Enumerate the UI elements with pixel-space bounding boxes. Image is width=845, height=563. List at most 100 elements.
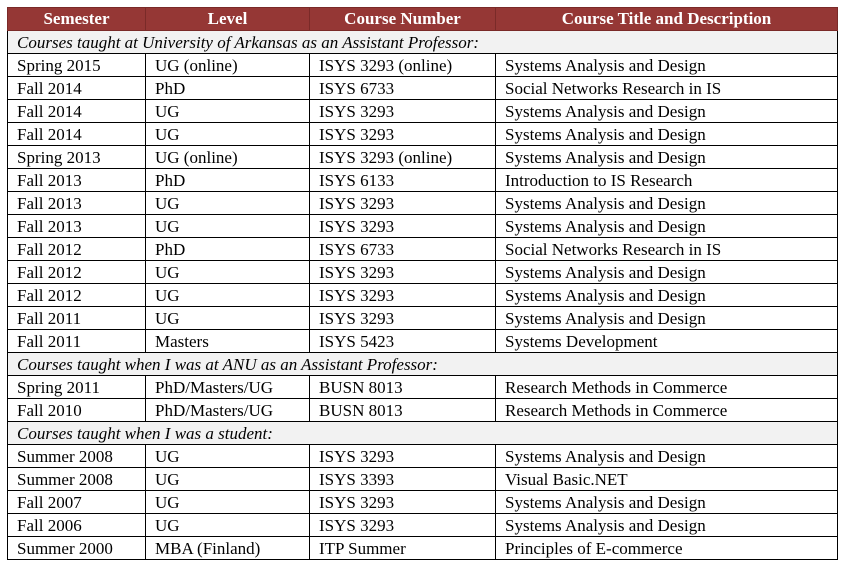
semester-cell: Spring 2011 <box>7 375 146 399</box>
table-row: Spring 2013 UG (online) ISYS 3293 (online)… <box>7 145 838 169</box>
semester-cell: Summer 2008 <box>7 444 146 468</box>
level-cell: PhD/Masters/UG <box>145 398 310 422</box>
level-cell: UG <box>145 490 310 514</box>
course-title-cell: Systems Analysis and Design <box>495 99 838 123</box>
table-row: Summer 2008 UG ISYS 3293 Systems Analysis a… <box>7 444 838 468</box>
semester-cell: Spring 2013 <box>7 145 146 169</box>
semester-cell: Fall 2013 <box>7 168 146 192</box>
semester-cell: Fall 2007 <box>7 490 146 514</box>
level-cell: UG (online) <box>145 53 310 77</box>
semester-cell: Fall 2013 <box>7 191 146 215</box>
level-cell: UG <box>145 306 310 330</box>
level-cell: UG (online) <box>145 145 310 169</box>
semester-cell: Fall 2012 <box>7 260 146 284</box>
course-title-cell: Introduction to IS Research <box>495 168 838 192</box>
table-row: Summer 2008 UG ISYS 3393 Visual Basic.NET <box>7 467 838 491</box>
course-title-cell: Systems Development <box>495 329 838 353</box>
semester-cell: Spring 2015 <box>7 53 146 77</box>
semester-cell: Fall 2014 <box>7 122 146 146</box>
level-cell: UG <box>145 122 310 146</box>
level-cell: PhD/Masters/UG <box>145 375 310 399</box>
course-number-cell: ISYS 3293 <box>309 283 496 307</box>
level-cell: PhD <box>145 237 310 261</box>
course-number-cell: ISYS 3293 (online) <box>309 53 496 77</box>
section-row: Courses taught at University of Arkansas… <box>7 30 838 54</box>
course-title-cell: Systems Analysis and Design <box>495 306 838 330</box>
course-number-cell: ITP Summer <box>309 536 496 560</box>
course-title-cell: Systems Analysis and Design <box>495 214 838 238</box>
table-row: Spring 2011 PhD/Masters/UG BUSN 8013 Resear… <box>7 375 838 399</box>
table-row: Fall 2012 UG ISYS 3293 Systems Analysis and… <box>7 260 838 284</box>
table-row: Fall 2007 UG ISYS 3293 Systems Analysis and… <box>7 490 838 514</box>
header-row: Semester Level Course Number Course Titl… <box>7 7 838 31</box>
table-row: Fall 2014 UG ISYS 3293 Systems Analysis and… <box>7 99 838 123</box>
course-number-cell: ISYS 5423 <box>309 329 496 353</box>
semester-cell: Fall 2013 <box>7 214 146 238</box>
course-title-cell: Systems Analysis and Design <box>495 122 838 146</box>
course-title-cell: Systems Analysis and Design <box>495 490 838 514</box>
table-row: Fall 2011 Masters ISYS 5423 Systems Develop… <box>7 329 838 353</box>
course-title-cell: Principles of E-commerce <box>495 536 838 560</box>
section-label: Courses taught when I was at ANU as an A… <box>7 352 838 376</box>
table-row: Summer 2000 MBA (Finland) ITP Summer Princi… <box>7 536 838 560</box>
table-body: Courses taught at University of Arkansas… <box>7 30 838 560</box>
course-number-cell: ISYS 3293 <box>309 490 496 514</box>
level-cell: MBA (Finland) <box>145 536 310 560</box>
courses-table: Semester Level Course Number Course Titl… <box>7 7 838 560</box>
course-number-cell: BUSN 8013 <box>309 375 496 399</box>
level-cell: UG <box>145 513 310 537</box>
table-header: Semester Level Course Number Course Titl… <box>7 7 838 31</box>
course-number-cell: ISYS 3293 <box>309 306 496 330</box>
course-number-cell: ISYS 6133 <box>309 168 496 192</box>
course-number-cell: ISYS 3293 <box>309 191 496 215</box>
semester-cell: Fall 2012 <box>7 283 146 307</box>
table-row: Fall 2013 UG ISYS 3293 Systems Analysis and… <box>7 191 838 215</box>
course-number-cell: BUSN 8013 <box>309 398 496 422</box>
semester-cell: Fall 2012 <box>7 237 146 261</box>
course-title-cell: Systems Analysis and Design <box>495 53 838 77</box>
table-row: Fall 2006 UG ISYS 3293 Systems Analysis and… <box>7 513 838 537</box>
level-cell: UG <box>145 283 310 307</box>
course-number-cell: ISYS 3293 <box>309 513 496 537</box>
course-title-cell: Systems Analysis and Design <box>495 191 838 215</box>
level-cell: UG <box>145 191 310 215</box>
level-cell: PhD <box>145 168 310 192</box>
level-cell: UG <box>145 467 310 491</box>
section-row: Courses taught when I was at ANU as an A… <box>7 352 838 376</box>
course-number-cell: ISYS 6733 <box>309 237 496 261</box>
course-number-cell: ISYS 3293 <box>309 444 496 468</box>
header-course-title: Course Title and Description <box>495 7 838 31</box>
course-number-cell: ISYS 3393 <box>309 467 496 491</box>
table-row: Fall 2011 UG ISYS 3293 Systems Analysis and… <box>7 306 838 330</box>
level-cell: UG <box>145 260 310 284</box>
semester-cell: Fall 2014 <box>7 76 146 100</box>
course-title-cell: Systems Analysis and Design <box>495 444 838 468</box>
level-cell: PhD <box>145 76 310 100</box>
semester-cell: Fall 2010 <box>7 398 146 422</box>
courses-table-wrapper: Semester Level Course Number Course Titl… <box>7 7 838 560</box>
table-row: Fall 2013 UG ISYS 3293 Systems Analysis and… <box>7 214 838 238</box>
level-cell: UG <box>145 444 310 468</box>
course-number-cell: ISYS 3293 <box>309 99 496 123</box>
table-row: Fall 2014 PhD ISYS 6733 Social Networks Res… <box>7 76 838 100</box>
course-title-cell: Visual Basic.NET <box>495 467 838 491</box>
header-semester: Semester <box>7 7 146 31</box>
course-number-cell: ISYS 3293 <box>309 214 496 238</box>
course-title-cell: Research Methods in Commerce <box>495 375 838 399</box>
level-cell: Masters <box>145 329 310 353</box>
section-row: Courses taught when I was a student: <box>7 421 838 445</box>
course-title-cell: Social Networks Research in IS <box>495 76 838 100</box>
table-row: Spring 2015 UG (online) ISYS 3293 (online)… <box>7 53 838 77</box>
semester-cell: Fall 2011 <box>7 329 146 353</box>
semester-cell: Fall 2006 <box>7 513 146 537</box>
course-title-cell: Systems Analysis and Design <box>495 513 838 537</box>
semester-cell: Fall 2014 <box>7 99 146 123</box>
table-row: Fall 2012 PhD ISYS 6733 Social Networks Res… <box>7 237 838 261</box>
header-course-number: Course Number <box>309 7 496 31</box>
course-title-cell: Research Methods in Commerce <box>495 398 838 422</box>
table-row: Fall 2010 PhD/Masters/UG BUSN 8013 Research… <box>7 398 838 422</box>
course-number-cell: ISYS 6733 <box>309 76 496 100</box>
header-level: Level <box>145 7 310 31</box>
course-number-cell: ISYS 3293 (online) <box>309 145 496 169</box>
section-label: Courses taught at University of Arkansas… <box>7 30 838 54</box>
